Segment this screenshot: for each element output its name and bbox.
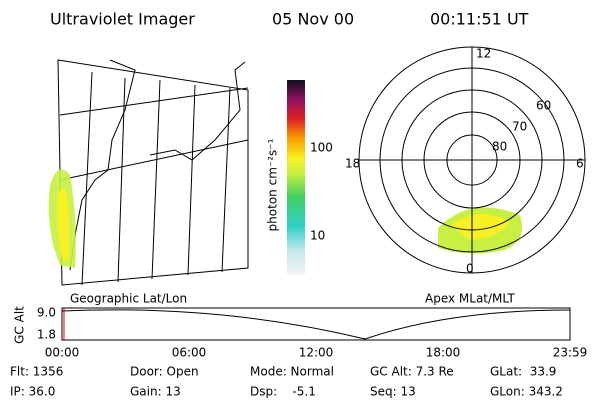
status-field: Gain: 13 bbox=[130, 385, 181, 399]
colorbar bbox=[287, 80, 305, 275]
altitude-plot bbox=[61, 307, 571, 341]
status-field: GLon: 343.2 bbox=[490, 385, 563, 399]
altitude-tick: 9.0 bbox=[37, 306, 56, 320]
title: Ultraviolet Imager bbox=[50, 10, 195, 29]
altitude-tick: 1.8 bbox=[37, 328, 56, 342]
time-label: 23:59 bbox=[553, 346, 588, 360]
time-axis: 00:00 06:00 12:00 18:00 23:59 bbox=[45, 346, 588, 360]
lat-label: 60 bbox=[536, 99, 551, 113]
time-label: 00:00 bbox=[45, 346, 80, 360]
status-field: Dsp: -5.1 bbox=[250, 385, 316, 399]
status-field: IP: 36.0 bbox=[10, 385, 55, 399]
time-label: 18:00 bbox=[426, 346, 461, 360]
mlt-label: 18 bbox=[345, 157, 360, 171]
time-label: 12:00 bbox=[299, 346, 334, 360]
time: 00:11:51 UT bbox=[430, 10, 529, 29]
colorbar-tick: 100 bbox=[310, 141, 333, 155]
status-field: GLat: 33.9 bbox=[490, 365, 556, 379]
panel-label: Geographic Lat/Lon bbox=[70, 292, 187, 306]
mlt-label: 6 bbox=[576, 157, 584, 171]
panel-label: Apex MLat/MLT bbox=[425, 292, 515, 306]
geographic-map bbox=[48, 59, 249, 286]
polar-plot bbox=[358, 46, 586, 274]
status-field: GC Alt: 7.3 Re bbox=[370, 365, 454, 379]
lat-label: 80 bbox=[492, 140, 507, 154]
date: 05 Nov 00 bbox=[272, 10, 354, 29]
status-field: Seq: 13 bbox=[370, 385, 416, 399]
mlt-label: 0 bbox=[466, 262, 474, 276]
mlt-label: 12 bbox=[476, 47, 491, 61]
time-label: 06:00 bbox=[172, 346, 207, 360]
altitude-label: GC Alt bbox=[13, 306, 27, 344]
status-field: Mode: Normal bbox=[250, 365, 334, 379]
status-field: Flt: 1356 bbox=[10, 365, 63, 379]
status-bar: Flt: 1356 Door: Open Mode: Normal GC Alt: 7… bbox=[10, 365, 563, 399]
lat-label: 70 bbox=[512, 120, 527, 134]
status-field: Door: Open bbox=[130, 365, 199, 379]
colorbar-label: photon cm⁻²s⁻¹ bbox=[266, 138, 280, 231]
colorbar-tick: 10 bbox=[310, 229, 325, 243]
